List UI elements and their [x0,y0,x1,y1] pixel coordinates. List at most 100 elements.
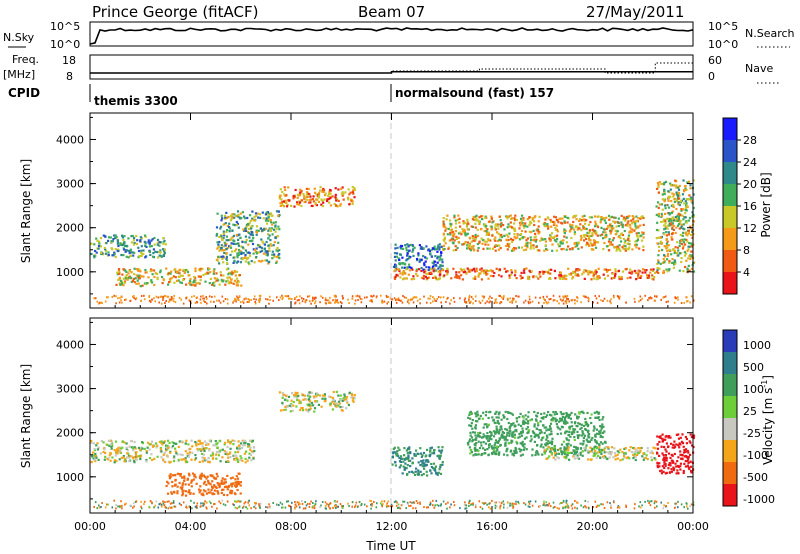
velocity-cell [629,446,632,449]
velocity-cell [590,449,593,452]
power-cell [543,270,546,273]
power-cell [231,229,234,232]
power-cell [132,254,135,257]
power-cell [665,237,668,241]
power-cell [229,246,233,249]
power-cell [199,267,202,270]
power-cb-tick-label: 16 [743,200,757,213]
power-cell [582,271,585,274]
power-cell [235,233,238,237]
velocity-cell [636,453,639,456]
power-cell [241,300,244,303]
power-cell [511,226,514,229]
velocity-cell [399,455,403,458]
velocity-cell [198,460,201,464]
velocity-cell [428,455,431,458]
velocity-cell [351,394,354,397]
velocity-cell [169,473,172,476]
power-cell [666,254,669,258]
velocity-cell [316,393,319,396]
velocity-cell [122,455,125,458]
velocity-cell [566,412,569,416]
power-cell [488,301,490,304]
power-cell [242,252,245,255]
velocity-cell [583,434,587,437]
power-cell [154,272,157,275]
velocity-cell [420,474,423,477]
power-cell [101,302,103,304]
velocity-cell [199,441,202,445]
velocity-cell [522,448,526,451]
power-cell [594,220,597,223]
velocity-cell [508,411,511,414]
velocity-cell [591,436,594,440]
velocity-cell [500,418,503,421]
power-cell [167,283,170,286]
power-cell [340,187,343,190]
power-cell [489,274,492,277]
power-cell [466,267,469,270]
power-cell [683,202,686,205]
velocity-cell [524,414,527,417]
velocity-cell [592,447,596,451]
power-cell [137,269,140,272]
power-cell [685,188,688,191]
power-cell [446,267,449,270]
velocity-cell [133,461,136,464]
power-cell [563,232,566,235]
velocity-cell [190,485,193,488]
power-cell [642,245,645,248]
velocity-cell [539,420,542,423]
velocity-cell [523,443,526,446]
power-cell [300,189,303,193]
power-cell [235,248,238,251]
power-cell [181,274,184,277]
velocity-cell [162,459,165,462]
power-cell [122,277,125,280]
velocity-cell [603,448,606,451]
power-cell [206,297,208,300]
power-cell [670,236,673,239]
power-cell [116,242,119,245]
power-cell [592,301,594,304]
power-cell [236,222,239,225]
velocity-cell [594,433,597,436]
power-cell [527,300,530,303]
power-cell [427,268,430,272]
velocity-cell [194,476,197,479]
velocity-cell [437,454,440,457]
power-cell [406,258,409,261]
power-cell [546,223,549,226]
power-cell [533,216,536,219]
velocity-cell [186,452,189,455]
velocity-cell [515,417,518,420]
power-cell [582,224,585,228]
velocity-cell [494,439,498,442]
power-cell [686,198,689,201]
velocity-cell [482,447,485,450]
power-cell [408,269,411,272]
velocity-cell [296,399,299,402]
power-cell [659,262,662,265]
power-cell [466,241,469,244]
velocity-cell [573,428,577,431]
power-cell [142,253,145,256]
velocity-cell [603,430,606,433]
power-cell [223,234,226,237]
power-cell [341,302,343,305]
power-cell [278,228,281,231]
power-cell [629,223,632,226]
velocity-cell [497,416,500,419]
power-cell [247,256,250,260]
velocity-cell [613,447,616,450]
velocity-cell [599,451,602,454]
power-cell [491,221,494,224]
power-cell [424,256,427,259]
velocity-cell [544,415,547,418]
power-cell [657,212,660,216]
power-cell [502,298,505,300]
velocity-cell [108,454,111,457]
power-cell [503,295,505,298]
power-cell [534,240,537,243]
power-cell [427,272,430,276]
